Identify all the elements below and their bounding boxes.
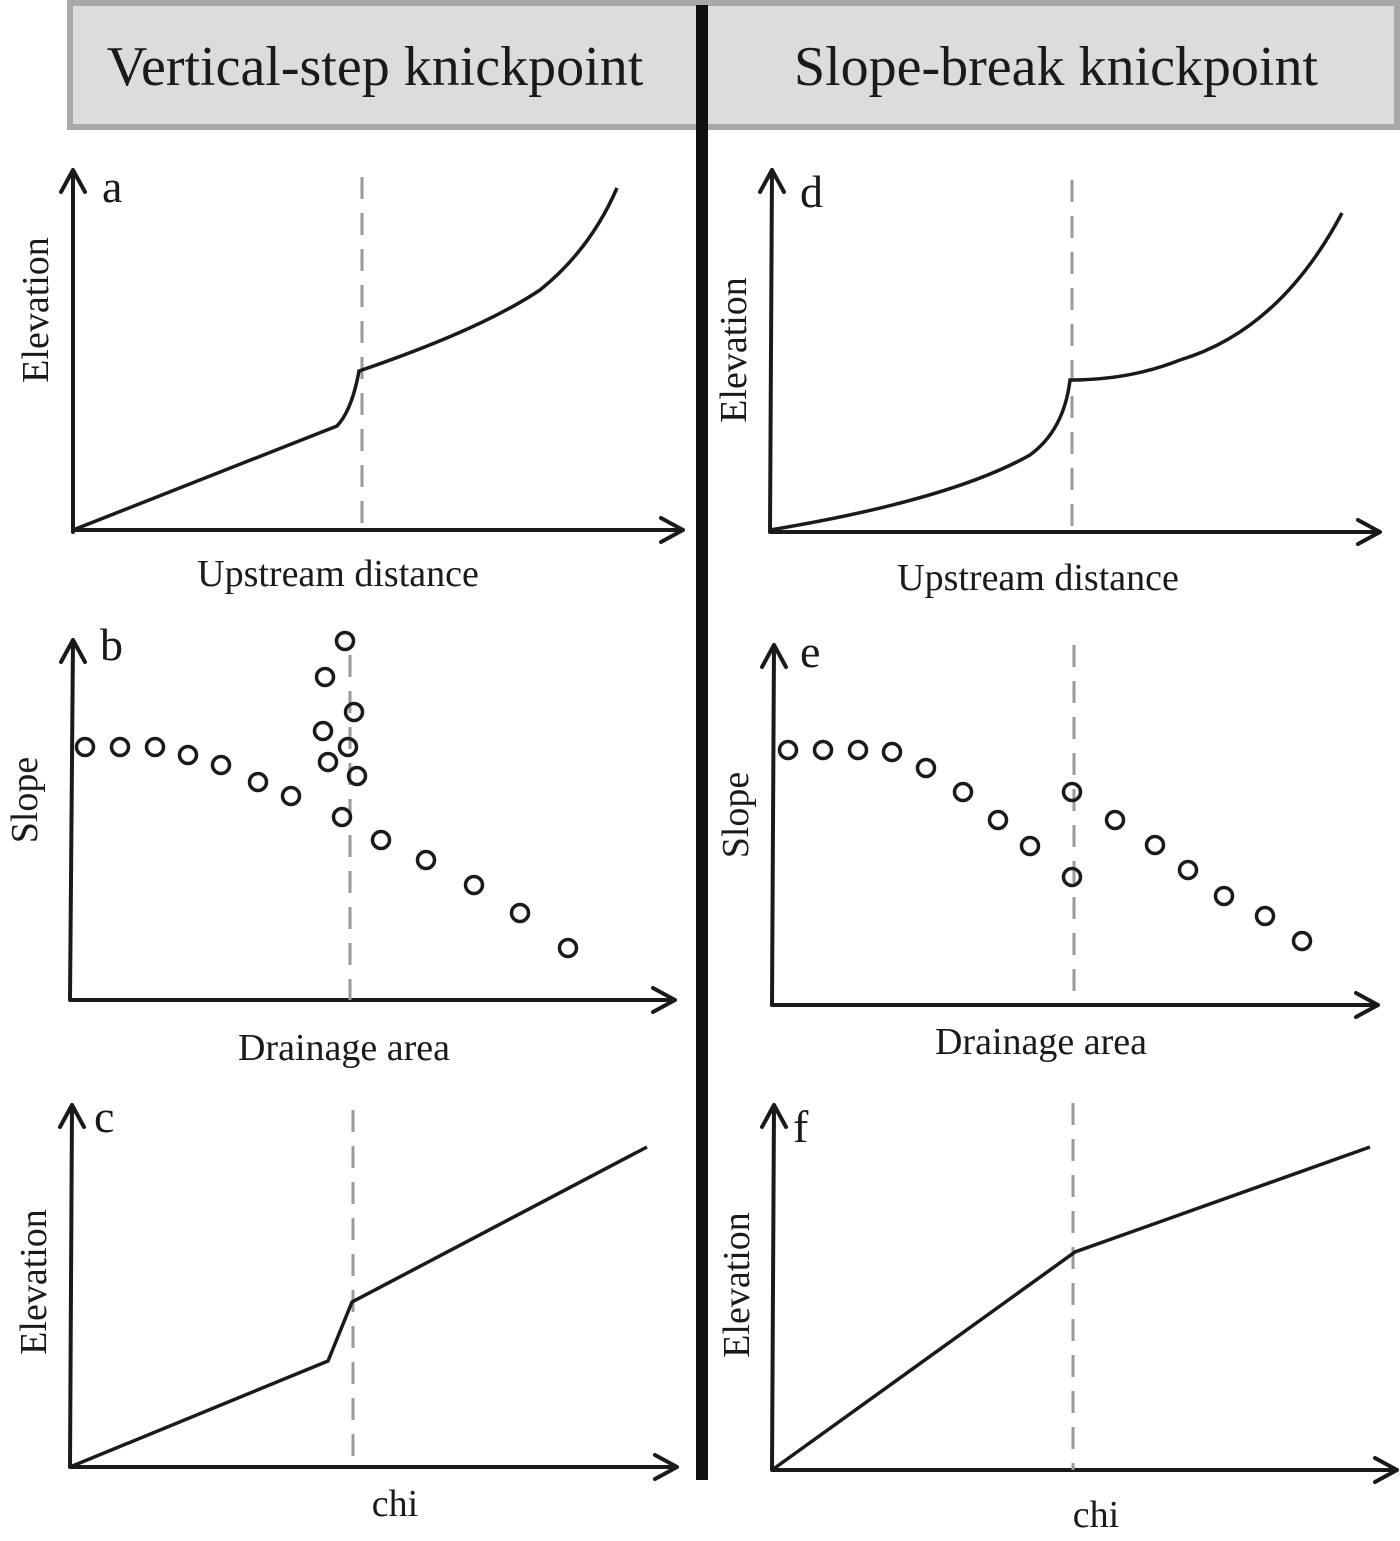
data-point [1061, 781, 1083, 803]
data-point [987, 809, 1009, 831]
data-point [312, 720, 334, 742]
panel-letter: f [793, 1101, 809, 1152]
data-point [74, 736, 96, 758]
data-point [509, 902, 531, 924]
panel-b: b Drainage area Slope [4, 619, 677, 1069]
y-axis-label: Elevation [716, 1212, 758, 1358]
panel-c: c chi Elevation [13, 1091, 679, 1525]
header-left: Vertical-step knickpoint [107, 36, 644, 98]
profile-curve [72, 187, 619, 532]
data-point [847, 739, 869, 761]
y-axis-label: Slope [715, 772, 757, 859]
x-axis-label: Drainage area [238, 1027, 450, 1069]
data-point [1254, 905, 1276, 927]
panel-f: f chi Elevation [716, 1101, 1399, 1536]
axes [760, 1103, 1399, 1484]
header-right: Slope-break knickpoint [794, 36, 1319, 98]
data-point [777, 739, 799, 761]
panel-letter: c [94, 1091, 114, 1142]
y-axis-label: Elevation [15, 237, 57, 383]
axes [58, 1103, 679, 1481]
data-point [557, 937, 579, 959]
data-point [280, 785, 302, 807]
data-point [463, 874, 485, 896]
data-point [144, 736, 166, 758]
panel-e: e Drainage area Slope [715, 626, 1380, 1063]
y-axis-label: Slope [4, 757, 46, 844]
data-point [334, 630, 356, 652]
data-point [337, 736, 359, 758]
slope-points [74, 630, 579, 959]
data-point [1144, 834, 1166, 856]
panel-d: d Upstream distance Elevation [713, 166, 1382, 599]
x-axis-label: chi [1073, 1494, 1119, 1536]
axes [760, 643, 1380, 1019]
x-axis-label: Upstream distance [197, 553, 479, 595]
data-point [210, 754, 232, 776]
data-point [343, 701, 365, 723]
data-point [314, 666, 336, 688]
data-point [812, 739, 834, 761]
data-point [415, 849, 437, 871]
panel-letter: e [800, 626, 820, 677]
chi-profile-line [69, 1145, 648, 1469]
x-axis-label: Upstream distance [897, 557, 1179, 599]
data-point [346, 765, 368, 787]
data-point [1213, 885, 1235, 907]
panel-letter: a [102, 161, 122, 212]
data-point [915, 757, 937, 779]
x-axis-label: chi [372, 1483, 418, 1525]
axes [59, 638, 677, 1014]
data-point [370, 829, 392, 851]
axes [59, 168, 685, 544]
chi-profile-line [770, 1145, 1371, 1472]
y-axis-label: Elevation [13, 1209, 55, 1355]
header-box [67, 0, 1400, 130]
x-axis-label: Drainage area [935, 1021, 1147, 1063]
data-point [109, 736, 131, 758]
data-point [1291, 930, 1313, 952]
profile-curve [769, 212, 1344, 532]
panel-a: a Upstream distance Elevation [15, 161, 685, 595]
axes [758, 168, 1382, 546]
panel-letter: d [800, 166, 823, 217]
data-point [1177, 859, 1199, 881]
data-point [1019, 835, 1041, 857]
data-point [317, 751, 339, 773]
data-point [331, 806, 353, 828]
slope-points [777, 739, 1313, 952]
data-point [1104, 809, 1126, 831]
y-axis-label: Elevation [713, 277, 755, 423]
column-divider [696, 5, 708, 1480]
data-point [952, 781, 974, 803]
data-point [247, 771, 269, 793]
data-point [881, 741, 903, 763]
data-point [1061, 866, 1083, 888]
data-point [177, 744, 199, 766]
panel-letter: b [100, 619, 123, 670]
